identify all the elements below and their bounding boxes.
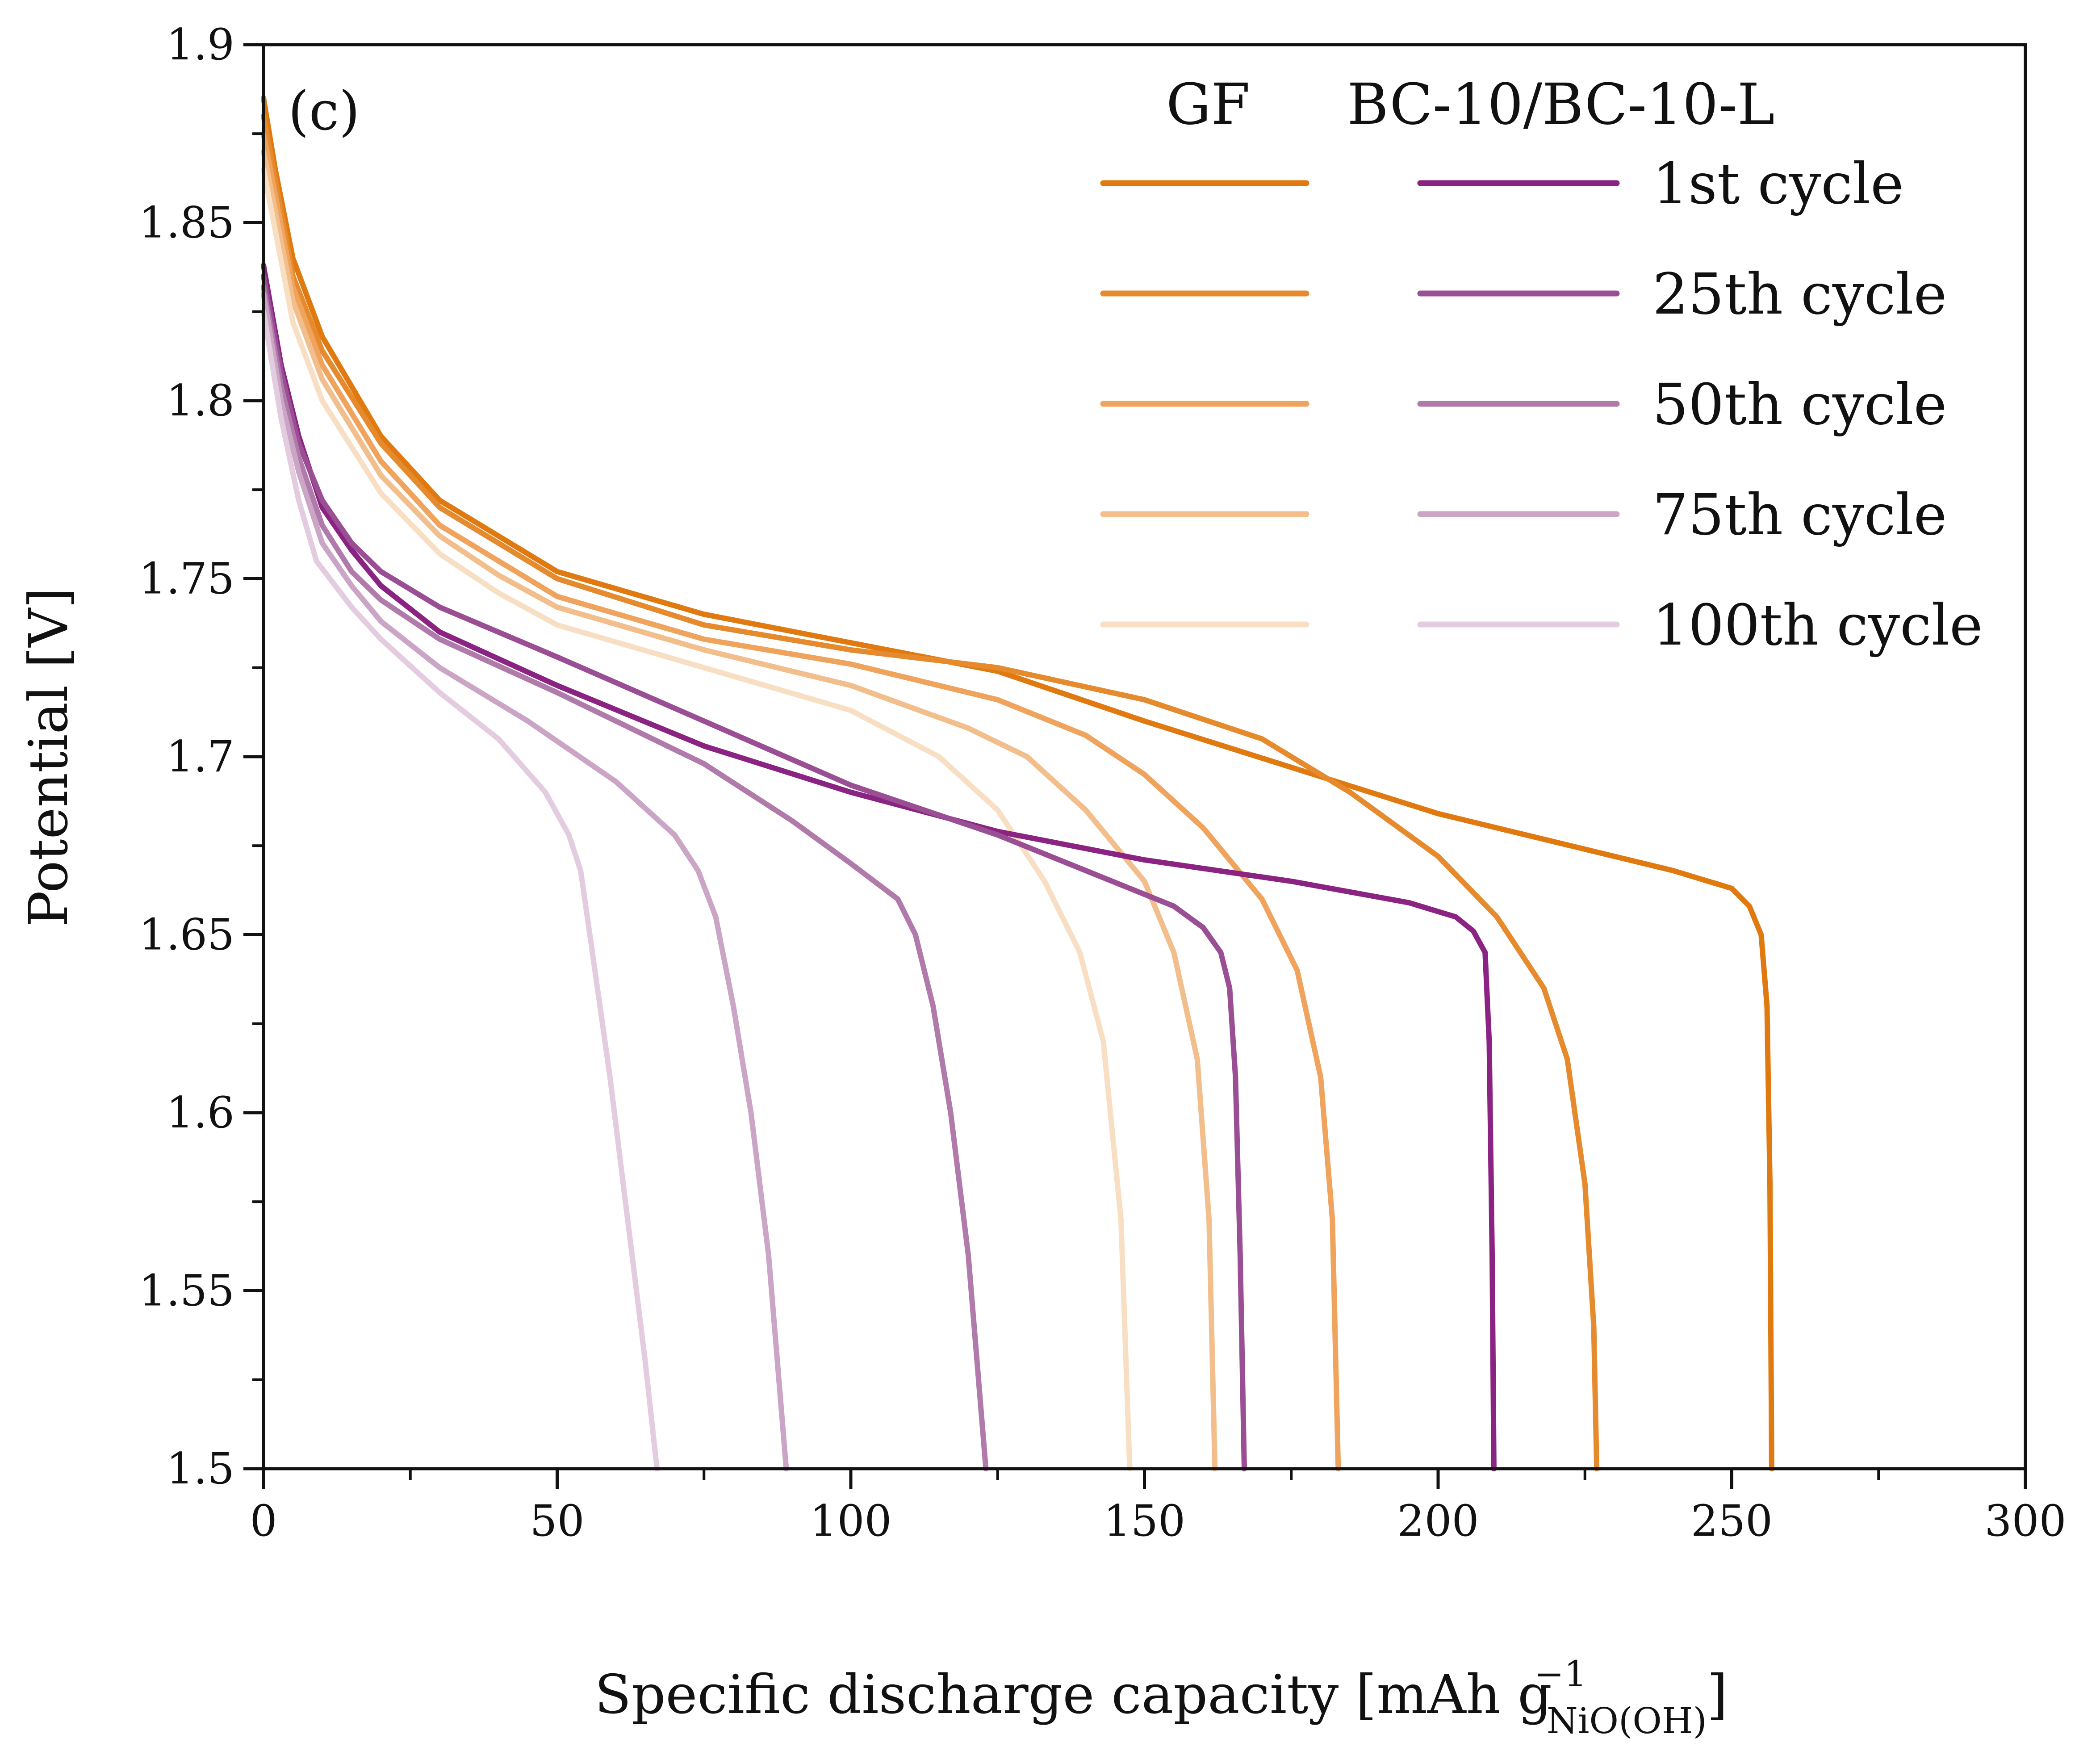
y-axis: 1.5 1.55 1.6 1.65 1.7 1.75 1.8 1.85 1.9	[139, 20, 264, 1494]
panel-label: (c)	[288, 80, 360, 142]
plot-frame	[262, 43, 2027, 1470]
x-tick-label: 200	[1397, 1496, 1479, 1546]
y-tick-label: 1.85	[139, 198, 234, 248]
y-tick-label: 1.55	[139, 1266, 234, 1316]
y-tick-label: 1.75	[139, 554, 234, 604]
x-tick-label: 0	[250, 1496, 277, 1546]
y-tick-label: 1.7	[166, 732, 234, 782]
x-axis-title-sub: NiO(OH)	[1547, 1700, 1707, 1742]
legend-label: 100th cycle	[1652, 592, 1983, 658]
x-tick-label: 50	[530, 1496, 584, 1546]
y-tick-label: 1.65	[139, 910, 234, 960]
series-line-bc-5	[261, 263, 1497, 1471]
legend-label: 1st cycle	[1652, 151, 1904, 217]
legend-label: 25th cycle	[1652, 261, 1947, 327]
x-axis-title-sup: −1	[1534, 1653, 1587, 1695]
x-axis-title: Specific discharge capacity [mAh g−1 NiO(…	[594, 1653, 1728, 1742]
x-tick-label: 150	[1104, 1496, 1185, 1546]
series-line-gf-0	[261, 95, 1774, 1471]
series-group	[261, 95, 1774, 1471]
legend-header-bc: BC-10/BC-10-L	[1347, 71, 1774, 137]
x-tick-label: 100	[810, 1496, 891, 1546]
series-line-bc-8	[261, 291, 789, 1471]
x-tick-label: 250	[1691, 1496, 1773, 1546]
legend-header-gf: GF	[1166, 71, 1250, 137]
y-tick-label: 1.6	[166, 1088, 234, 1138]
legend-label: 50th cycle	[1652, 372, 1947, 437]
legend: GF BC-10/BC-10-L 1st cycle 25th cycle 50th…	[1100, 71, 1983, 658]
y-tick-label: 1.5	[166, 1444, 234, 1494]
series-line-gf-2	[261, 131, 1341, 1471]
y-tick-label: 1.8	[166, 376, 234, 426]
series-line-gf-1	[261, 113, 1600, 1471]
x-axis-title-main: Specific discharge capacity [mAh g	[594, 1664, 1552, 1726]
y-tick-label: 1.9	[166, 20, 234, 70]
x-axis: 0 50 100 150 200 250 300	[250, 1469, 2067, 1546]
x-axis-title-end: ]	[1707, 1664, 1728, 1726]
series-line-gf-3	[261, 149, 1218, 1471]
series-line-bc-7	[261, 284, 989, 1471]
series-line-gf-4	[261, 166, 1133, 1471]
series-line-bc-9	[261, 309, 660, 1471]
series-line-bc-6	[261, 273, 1247, 1471]
legend-label: 75th cycle	[1652, 482, 1947, 548]
x-tick-label: 300	[1984, 1496, 2066, 1546]
y-axis-title: Potential [V]	[18, 587, 80, 927]
